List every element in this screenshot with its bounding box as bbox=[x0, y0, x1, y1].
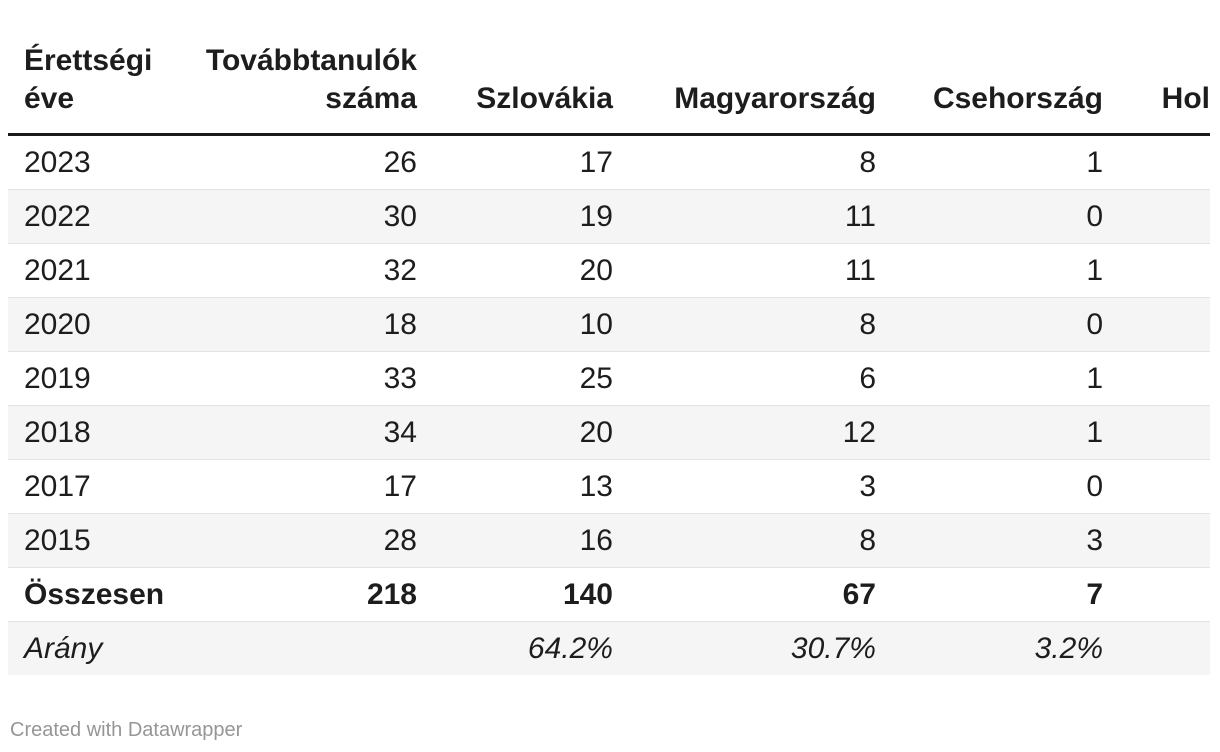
table-cell: 8 bbox=[859, 145, 876, 179]
table-cell: 8 bbox=[859, 523, 876, 557]
table-cell: 28 bbox=[383, 523, 417, 557]
table-row-2020: 2020 18 10 8 0 bbox=[8, 297, 1210, 352]
table-cell: 1 bbox=[1086, 415, 1103, 449]
table-header: Érettségi éve Továbbtanulók száma Szlováki… bbox=[8, 30, 1210, 136]
row-label: 2015 bbox=[24, 523, 91, 557]
table-cell: 32 bbox=[383, 253, 417, 287]
datawrapper-credit: Created with Datawrapper bbox=[10, 719, 243, 741]
table-cell: 218 bbox=[366, 577, 417, 611]
data-table: Érettségi éve Továbbtanulók száma Szlováki… bbox=[8, 30, 1210, 675]
table-cell: 26 bbox=[383, 145, 417, 179]
row-label: Arány bbox=[24, 631, 103, 665]
table-cell: 8 bbox=[859, 307, 876, 341]
column-header-erettsegi-eve: Érettségi éve bbox=[8, 30, 190, 136]
table-cell: 30.7% bbox=[790, 631, 876, 665]
table-cell: 67 bbox=[842, 577, 876, 611]
table-cell: 0 bbox=[1086, 199, 1103, 233]
table-cell: 13 bbox=[579, 469, 613, 503]
table-cell: 1 bbox=[1086, 145, 1103, 179]
column-header-csehorszag: Csehország bbox=[886, 30, 1113, 136]
table-cell: 1 bbox=[1086, 361, 1103, 395]
table-cell bbox=[1113, 514, 1210, 568]
table-cell: 64.2% bbox=[527, 631, 613, 665]
table-cell: 16 bbox=[579, 523, 613, 557]
table-cell: 34 bbox=[383, 415, 417, 449]
row-label: 2020 bbox=[24, 307, 91, 341]
column-header-szlovakia: Szlovákia bbox=[427, 30, 623, 136]
row-label: Összesen bbox=[24, 577, 165, 611]
table-cell bbox=[1113, 406, 1210, 460]
row-label: 2022 bbox=[24, 199, 91, 233]
table-cell: 17 bbox=[579, 145, 613, 179]
row-label: 2018 bbox=[24, 415, 91, 449]
table-cell: 7 bbox=[1086, 577, 1103, 611]
table-cell: 3 bbox=[1086, 523, 1103, 557]
table-cell bbox=[1113, 190, 1210, 244]
table-cell: 11 bbox=[844, 253, 876, 287]
table-cell: 17 bbox=[383, 469, 417, 503]
row-label: 2023 bbox=[24, 145, 91, 179]
table-cell: 18 bbox=[383, 307, 417, 341]
column-header-tovabbtanulok-szama: Továbbtanulók száma bbox=[190, 30, 427, 136]
table-cell: 0 bbox=[1086, 469, 1103, 503]
table-row-2019: 2019 33 25 6 1 bbox=[8, 351, 1210, 406]
table-container: Érettségi éve Továbbtanulók száma Szlováki… bbox=[8, 30, 1210, 675]
table-cell: 3 bbox=[859, 469, 876, 503]
table-row-2017: 2017 17 13 3 0 bbox=[8, 459, 1210, 514]
table-cell bbox=[1113, 298, 1210, 352]
row-label: 2021 bbox=[24, 253, 91, 287]
row-label: 2017 bbox=[24, 469, 91, 503]
table-row-2023: 2023 26 17 8 1 bbox=[8, 134, 1210, 190]
row-label: 2019 bbox=[24, 361, 91, 395]
table-cell bbox=[1113, 135, 1210, 190]
table-cell: 11 bbox=[844, 199, 876, 233]
column-header-hol: Hol bbox=[1113, 30, 1210, 136]
table-cell bbox=[1113, 568, 1210, 622]
table-cell: 1 bbox=[1086, 253, 1103, 287]
table-row-2018: 2018 34 20 12 1 bbox=[8, 405, 1210, 460]
table-cell: 20 bbox=[579, 415, 613, 449]
table-cell: 140 bbox=[562, 577, 613, 611]
table-row-osszesen: Összesen 218 140 67 7 bbox=[8, 567, 1210, 622]
header-row: Érettségi éve Továbbtanulók száma Szlováki… bbox=[8, 30, 1210, 136]
table-row-2015: 2015 28 16 8 3 bbox=[8, 513, 1210, 568]
table-row-2022: 2022 30 19 11 0 bbox=[8, 189, 1210, 244]
table-cell: 33 bbox=[383, 361, 417, 395]
table-row-2021: 2021 32 20 11 1 bbox=[8, 243, 1210, 298]
table-cell: 10 bbox=[579, 307, 613, 341]
table-cell: 3.2% bbox=[1034, 631, 1103, 665]
table-cell: 25 bbox=[579, 361, 613, 395]
table-cell: 12 bbox=[842, 415, 876, 449]
table-cell: 0 bbox=[1086, 307, 1103, 341]
table-cell bbox=[190, 622, 427, 676]
column-header-magyarorszag: Magyarország bbox=[623, 30, 886, 136]
table-cell: 6 bbox=[859, 361, 876, 395]
table-cell bbox=[1113, 352, 1210, 406]
table-cell bbox=[1113, 244, 1210, 298]
table-cell: 30 bbox=[383, 199, 417, 233]
table-cell bbox=[1113, 460, 1210, 514]
table-row-arany: Arány 64.2% 30.7% 3.2% bbox=[8, 621, 1210, 676]
table-body: 2023 26 17 8 1 2022 30 19 11 0 2021 32 20 11 1 2020 18 10… bbox=[8, 134, 1210, 676]
table-cell: 19 bbox=[579, 199, 613, 233]
table-cell bbox=[1113, 622, 1210, 676]
table-cell: 20 bbox=[579, 253, 613, 287]
